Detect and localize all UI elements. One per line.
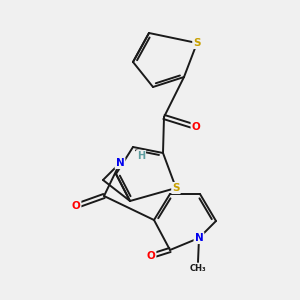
Text: N: N	[116, 158, 124, 168]
Text: O: O	[192, 122, 200, 132]
Text: S: S	[172, 183, 180, 193]
Text: S: S	[193, 38, 201, 48]
Text: H: H	[137, 151, 145, 161]
Text: O: O	[72, 201, 80, 211]
Text: CH₃: CH₃	[190, 264, 206, 273]
Text: N: N	[195, 233, 203, 243]
Text: O: O	[147, 251, 155, 261]
